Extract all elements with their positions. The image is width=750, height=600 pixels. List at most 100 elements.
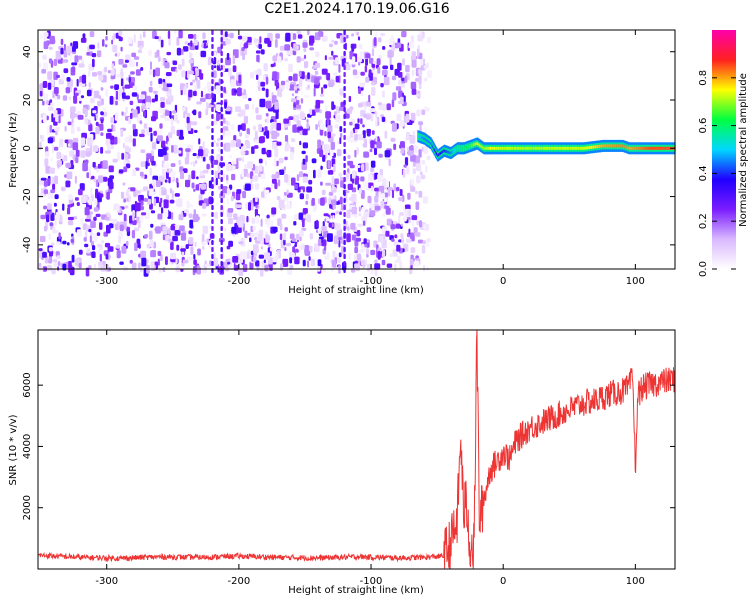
spectrogram-cells xyxy=(38,30,676,277)
signal-track-core xyxy=(542,146,546,150)
signal-track-core xyxy=(661,146,665,150)
spectrogram-noise-cell xyxy=(382,178,387,187)
spectrogram-noise-cell xyxy=(299,140,302,146)
spectrogram-streak-cell xyxy=(211,219,214,224)
spectrogram-noise-cell xyxy=(74,55,79,63)
spectrogram-noise-cell xyxy=(62,240,67,245)
spectrogram-noise-cell xyxy=(345,190,350,194)
spectrogram-noise-cell xyxy=(411,59,417,68)
spectrogram-noise-cell xyxy=(132,109,138,118)
spectrogram-noise-cell xyxy=(347,183,353,190)
spectrogram-noise-cell xyxy=(100,132,104,136)
spectrogram-noise-cell xyxy=(125,191,130,197)
signal-track-core xyxy=(582,146,586,150)
spectrogram-noise-cell xyxy=(88,166,92,172)
spectrogram-noise-cell xyxy=(86,248,91,254)
spectrogram-noise-cell xyxy=(124,153,128,161)
spectrogram-noise-cell xyxy=(315,62,321,68)
spectrogram-noise-cell xyxy=(43,32,49,37)
spectrogram-noise-cell xyxy=(193,90,197,97)
spectrogram-noise-cell xyxy=(248,202,251,211)
spectrogram-noise-cell xyxy=(322,154,326,162)
spectrogram-noise-cell xyxy=(97,42,100,49)
spectrogram-noise-cell xyxy=(243,115,248,124)
spectrogram-noise-cell xyxy=(249,237,252,243)
spectrogram-noise-cell xyxy=(114,112,119,121)
spectrogram-noise-cell xyxy=(272,226,278,233)
spectrogram-noise-cell xyxy=(417,44,420,50)
spectrogram-noise-cell xyxy=(303,47,307,53)
spectrogram-noise-cell xyxy=(176,36,180,46)
spectrogram-noise-cell xyxy=(327,160,331,169)
spectrogram-noise-cell xyxy=(412,130,416,136)
spectrogram-streak-cell xyxy=(211,261,214,266)
spectrogram-noise-cell xyxy=(391,210,394,216)
spectrogram-noise-cell xyxy=(106,224,111,234)
spectrogram-noise-cell xyxy=(196,101,202,105)
spectrogram-noise-cell xyxy=(291,98,297,103)
signal-track-core xyxy=(453,149,455,153)
spectrogram-streak-cell xyxy=(343,114,346,119)
spectrogram-noise-cell xyxy=(223,261,227,268)
spectrogram-noise-cell xyxy=(150,61,152,71)
spectrogram-noise-cell xyxy=(272,141,278,150)
spectrogram-noise-cell xyxy=(406,217,411,221)
spectrogram-noise-cell xyxy=(251,217,256,224)
spectrogram-streak-cell xyxy=(211,205,214,210)
spectrogram-noise-cell xyxy=(85,151,91,157)
spectrogram-noise-cell xyxy=(115,244,121,249)
spectrogram-noise-cell xyxy=(92,161,96,168)
y-tick-label: 40 xyxy=(22,45,33,58)
spectrogram-noise-cell xyxy=(98,248,101,254)
spectrogram-noise-cell xyxy=(200,90,203,98)
spectrogram-noise-cell xyxy=(315,51,320,58)
spectrogram-noise-cell xyxy=(255,196,258,203)
spectrogram-noise-cell xyxy=(100,119,104,124)
spectrogram-noise-cell xyxy=(311,158,317,164)
spectrogram-noise-cell xyxy=(135,69,141,76)
spectrogram-noise-cell xyxy=(193,39,198,46)
spectrogram-noise-cell xyxy=(377,250,381,260)
spectrogram-noise-cell xyxy=(140,67,144,71)
spectrogram-noise-cell xyxy=(271,95,277,104)
spectrogram-noise-cell xyxy=(85,218,91,222)
spectrogram-noise-cell xyxy=(421,146,424,152)
spectrogram-noise-cell xyxy=(402,169,406,178)
spectrogram-noise-cell xyxy=(390,224,396,230)
spectrogram-noise-cell xyxy=(371,185,373,192)
signal-track-core xyxy=(604,144,607,148)
spectrogram-noise-cell xyxy=(63,50,68,58)
spectrogram-noise-cell xyxy=(264,264,269,272)
spectrogram-noise-cell xyxy=(99,222,103,230)
spectrogram-noise-cell xyxy=(274,148,279,158)
spectrogram-noise-cell xyxy=(184,156,190,165)
spectrogram-streak-cell xyxy=(211,107,214,112)
spectrogram-noise-cell xyxy=(240,251,246,260)
spectrogram-streak-cell xyxy=(211,86,214,91)
spectrogram-noise-cell xyxy=(289,84,295,91)
spectrogram-noise-cell xyxy=(39,90,43,97)
spectrogram-noise-cell xyxy=(365,53,371,59)
spectrogram-noise-cell xyxy=(82,33,86,39)
spectrogram-noise-cell xyxy=(67,143,71,147)
spectrogram-noise-cell xyxy=(101,240,105,244)
spectrogram-noise-cell xyxy=(143,123,147,129)
spectrogram-noise-cell xyxy=(63,68,69,74)
signal-track-core xyxy=(452,150,454,154)
spectrogram-noise-cell xyxy=(78,63,85,68)
spectrogram-noise-cell xyxy=(138,196,141,202)
spectrogram-noise-cell xyxy=(121,152,125,160)
spectrogram-noise-cell xyxy=(124,205,129,209)
signal-track-core xyxy=(439,152,441,156)
spectrogram-noise-cell xyxy=(328,82,334,88)
spectrogram-noise-cell xyxy=(360,89,364,97)
signal-track-core xyxy=(540,146,544,150)
spectrogram-noise-cell xyxy=(422,196,428,204)
spectrogram-noise-cell xyxy=(50,242,55,247)
spectrogram-noise-cell xyxy=(364,243,368,248)
spectrogram-noise-cell xyxy=(63,43,66,51)
spectrogram-noise-cell xyxy=(303,214,306,219)
signal-track-core xyxy=(482,146,484,150)
spectrogram-noise-cell xyxy=(382,212,386,217)
